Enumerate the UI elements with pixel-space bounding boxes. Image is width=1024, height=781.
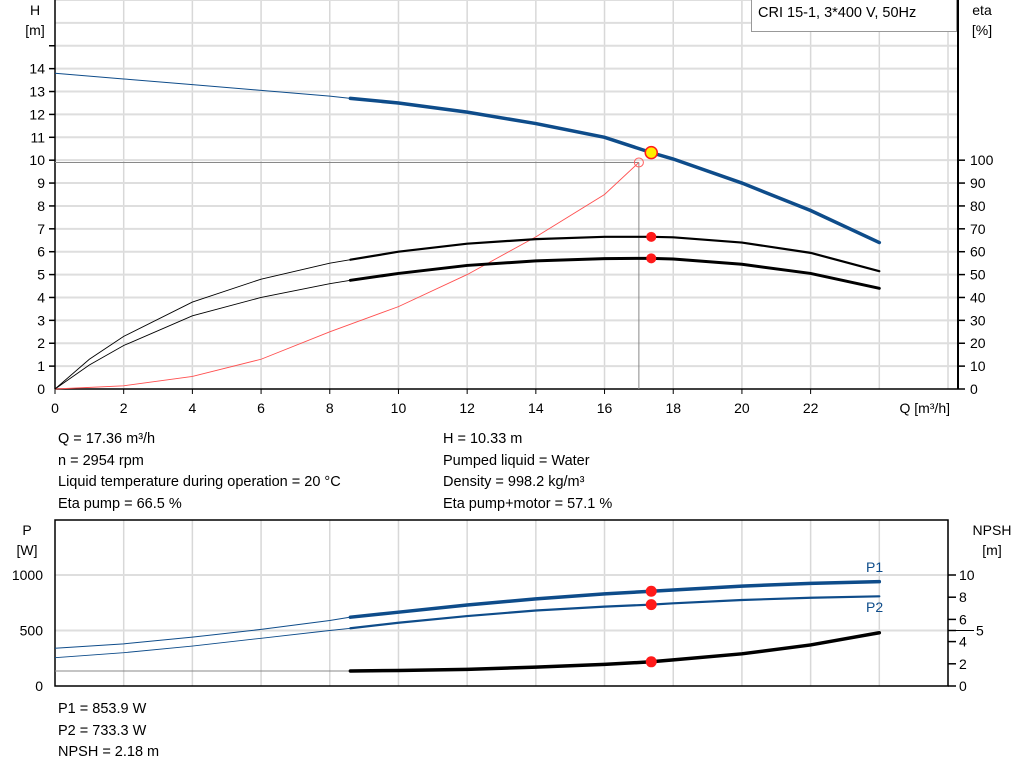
y-tick-label: 6 <box>37 244 45 260</box>
p-axis-label: P <box>22 522 31 538</box>
info-p2: P2 = 733.3 W <box>58 722 147 739</box>
p2-label: P2 <box>866 599 883 615</box>
y2-tick-label: 100 <box>970 152 994 168</box>
info-head: H = 10.33 m <box>443 431 523 447</box>
y2-axis-unit: [%] <box>972 22 992 38</box>
info-npsh: NPSH = 2.18 m <box>58 744 160 760</box>
y2-tick-label: 40 <box>970 289 986 305</box>
info-eta-pump-motor: Eta pump+motor = 57.1 % <box>443 495 613 512</box>
y-tick-label: 11 <box>30 129 45 145</box>
head-duty-point <box>644 145 658 160</box>
y2-tick-label: 90 <box>970 175 986 191</box>
p-tick-label: 0 <box>35 678 43 694</box>
y2-tick-label: 50 <box>970 267 986 283</box>
y-axis-unit: [m] <box>25 22 44 38</box>
y-tick-label: 9 <box>37 175 45 191</box>
info-bottom: P1 = 853.9 W P2 = 733.3 W NPSH = 2.18 m <box>58 699 159 764</box>
eta-pump-motor-duty-point <box>646 253 657 264</box>
eta-pump-curve-thick <box>349 235 881 273</box>
x-axis-label: Q [m³/h] <box>899 400 950 416</box>
x-tick-label: 22 <box>803 400 819 416</box>
eta-pump-motor-curve-thin <box>54 279 351 390</box>
p1-label: P1 <box>866 559 883 575</box>
pump-title: CRI 15-1, 3*400 V, 50Hz <box>758 5 917 21</box>
info-flow: Q = 17.36 m³/h <box>58 431 156 447</box>
x-tick-label: 10 <box>391 400 407 416</box>
y-tick-label: 2 <box>37 335 45 351</box>
y-tick-label: 10 <box>29 152 45 168</box>
y2-tick-label: 60 <box>970 244 986 260</box>
npsh-tick-label: 0 <box>959 678 967 694</box>
eta-pump-curve-thin <box>54 259 351 390</box>
npsh-tick-label: 8 <box>959 589 967 605</box>
crosshair-marker <box>633 157 644 168</box>
npsh-tick-label: 6 <box>959 611 967 627</box>
info-p1: P1 = 853.9 W <box>58 701 147 717</box>
y-tick-label: 1 <box>37 358 45 374</box>
x-tick-label: 20 <box>734 400 750 416</box>
p-axis-unit: [W] <box>17 542 38 558</box>
p2-curve-thin <box>54 627 351 659</box>
x-tick-label: 4 <box>188 400 196 416</box>
y2-tick-label: 30 <box>970 312 986 328</box>
x-tick-label: 18 <box>665 400 681 416</box>
info-eta-pump: Eta pump = 66.5 % <box>58 495 182 512</box>
y-tick-label: 7 <box>37 221 45 237</box>
p2-duty-point <box>645 599 657 611</box>
info-speed: n = 2954 rpm <box>58 452 144 469</box>
y2-tick-label: 0 <box>970 381 978 397</box>
y2-tick-label: 70 <box>970 221 986 237</box>
x-tick-label: 0 <box>51 400 59 416</box>
p1-curve-thin <box>54 616 351 649</box>
npsh-tick-label: 4 <box>959 634 967 650</box>
p-tick-label: 1000 <box>12 567 43 583</box>
y-tick-label: 13 <box>29 84 45 100</box>
npsh-duty-point <box>645 656 657 668</box>
x-tick-label: 2 <box>120 400 128 416</box>
npsh-curve-thick <box>348 630 882 673</box>
x-tick-label: 12 <box>459 400 475 416</box>
npsh-tick-label: 2 <box>959 656 967 672</box>
p2-curve-thick <box>349 595 881 630</box>
npsh-axis-label: NPSH <box>973 522 1012 538</box>
p1-curve-thick <box>348 579 882 619</box>
y2-tick-label: 20 <box>970 335 986 351</box>
y-tick-label: 14 <box>29 61 45 77</box>
y-axis-label: H <box>30 2 40 18</box>
head-curve-thick <box>348 96 882 245</box>
info-density: Density = 998.2 kg/m³ <box>443 474 585 490</box>
y2-tick-label: 10 <box>970 358 986 374</box>
y-tick-label: 12 <box>29 106 45 122</box>
npsh-tick-label: 10 <box>959 567 975 583</box>
y-tick-label: 4 <box>37 289 45 305</box>
bottom-plot-frame <box>54 519 949 687</box>
y-tick-label: 5 <box>37 267 45 283</box>
info-liquid: Pumped liquid = Water <box>443 452 590 469</box>
x-tick-label: 6 <box>257 400 265 416</box>
x-tick-label: 8 <box>326 400 334 416</box>
npsh-tick-label: 5 <box>976 623 984 639</box>
info-right: H = 10.33 m Pumped liquid = Water Densit… <box>443 429 612 515</box>
npsh-axis-unit: [m] <box>982 542 1001 558</box>
info-temperature: Liquid temperature during operation = 20… <box>58 474 341 490</box>
x-tick-label: 14 <box>528 400 544 416</box>
y-tick-label: 3 <box>37 312 45 328</box>
info-left: Q = 17.36 m³/h n = 2954 rpm Liquid tempe… <box>58 429 341 515</box>
x-tick-label: 16 <box>597 400 613 416</box>
head-curve-thin <box>54 72 351 99</box>
y-tick-label: 0 <box>37 381 45 397</box>
eta-pump-duty-point <box>646 231 657 242</box>
system-curve <box>54 162 640 390</box>
y2-tick-label: 80 <box>970 198 986 214</box>
y2-axis-label: eta <box>972 2 992 18</box>
p-tick-label: 500 <box>20 623 44 639</box>
eta-pump-motor-curve-thick <box>348 256 881 290</box>
pump-title-box: CRI 15-1, 3*400 V, 50Hz <box>751 0 957 32</box>
p1-duty-point <box>645 585 657 597</box>
y-tick-label: 8 <box>37 198 45 214</box>
